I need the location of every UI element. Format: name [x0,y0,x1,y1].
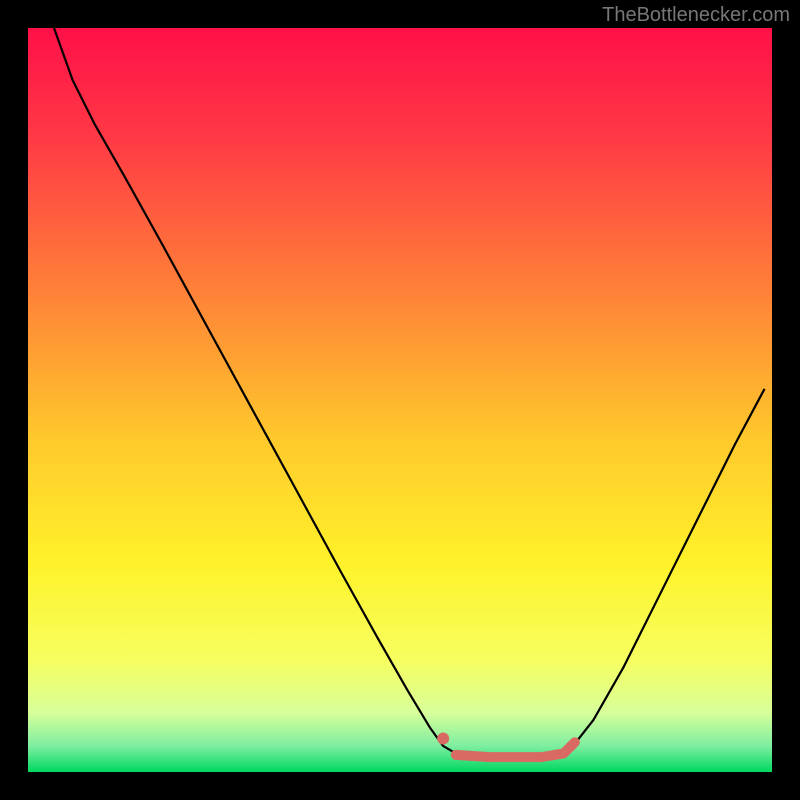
highlight-segment [456,742,575,757]
attribution-text: TheBottlenecker.com [602,4,790,27]
chart-svg [0,0,800,800]
chart-container: TheBottlenecker.com [0,0,800,800]
bottleneck-curve [54,28,765,757]
highlight-dot [437,733,449,745]
